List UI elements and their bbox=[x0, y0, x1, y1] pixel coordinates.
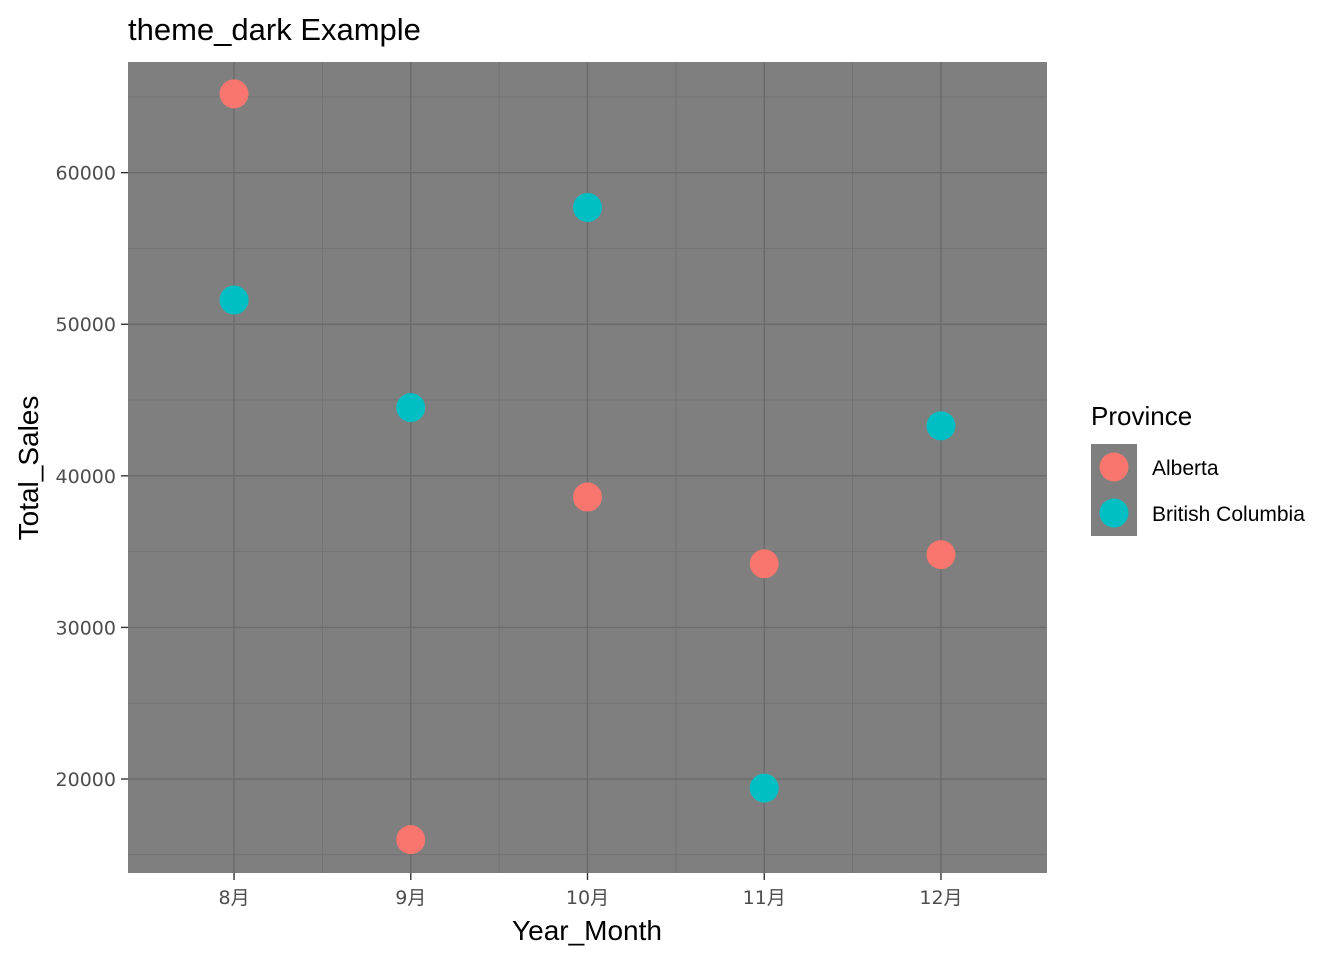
data-point-alberta bbox=[219, 79, 249, 109]
x-axis-title: Year_Month bbox=[512, 915, 662, 946]
x-tick-label: 12月 bbox=[919, 887, 962, 909]
data-point-british-columbia bbox=[396, 393, 426, 423]
legend-marker bbox=[1099, 452, 1129, 482]
data-point-british-columbia bbox=[749, 773, 779, 803]
x-tick-label: 8月 bbox=[218, 887, 249, 909]
y-tick-label: 40000 bbox=[56, 466, 116, 488]
y-tick-label: 30000 bbox=[56, 617, 116, 639]
data-point-british-columbia bbox=[219, 285, 249, 315]
legend-items: Alberta British Columbia bbox=[1091, 444, 1305, 536]
x-tick-label: 11月 bbox=[743, 887, 786, 909]
data-point-british-columbia bbox=[573, 193, 602, 223]
y-tick-label: 60000 bbox=[56, 163, 116, 185]
y-axis-title: Total_Sales bbox=[13, 396, 44, 541]
legend-marker bbox=[1099, 498, 1129, 528]
chart-title: theme_dark Example bbox=[128, 12, 421, 47]
data-point-alberta bbox=[396, 825, 426, 855]
legend: Province Alberta British Columbia bbox=[1091, 401, 1305, 536]
y-axis: 20000 30000 40000 50000 60000 bbox=[56, 163, 128, 791]
data-points bbox=[219, 79, 956, 855]
x-tick-label: 9月 bbox=[395, 887, 426, 909]
legend-label: British Columbia bbox=[1152, 503, 1305, 526]
x-tick-label: 10月 bbox=[566, 887, 609, 909]
data-point-british-columbia bbox=[926, 411, 956, 441]
y-tick-label: 20000 bbox=[56, 769, 116, 791]
x-axis: 8月 9月 10月 11月 12月 bbox=[218, 873, 963, 909]
data-point-alberta bbox=[749, 549, 779, 579]
legend-label: Alberta bbox=[1152, 457, 1219, 480]
data-point-alberta bbox=[926, 540, 956, 570]
legend-title: Province bbox=[1091, 401, 1192, 431]
y-tick-label: 50000 bbox=[56, 314, 116, 336]
data-point-alberta bbox=[573, 482, 602, 512]
